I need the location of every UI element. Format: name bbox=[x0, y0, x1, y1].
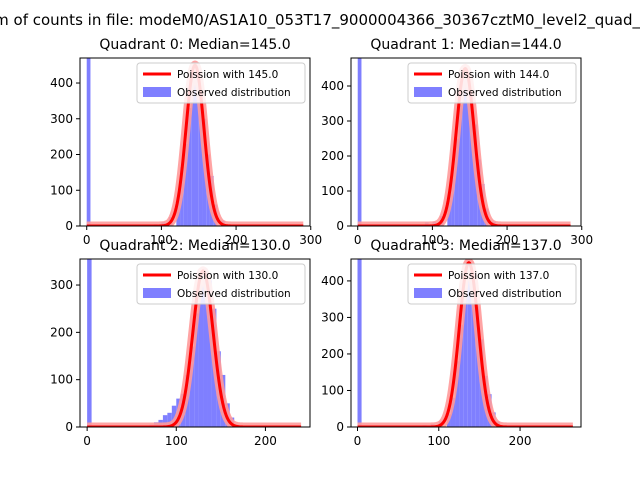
bar bbox=[469, 96, 474, 226]
x-tick-label: 200 bbox=[254, 434, 277, 448]
bar bbox=[189, 346, 195, 427]
y-tick-label: 300 bbox=[321, 310, 344, 324]
x-tick-label: 0 bbox=[354, 434, 362, 448]
bar bbox=[462, 79, 466, 226]
bar bbox=[198, 285, 204, 427]
bar bbox=[198, 93, 203, 226]
y-tick-label: 100 bbox=[321, 184, 344, 198]
y-tick-label: 0 bbox=[65, 219, 73, 233]
x-tick-label: 0 bbox=[354, 233, 362, 247]
legend-label-observed: Observed distribution bbox=[177, 87, 291, 99]
x-tick-label: 100 bbox=[427, 434, 450, 448]
legend-label-observed: Observed distribution bbox=[177, 288, 291, 300]
panel-0: Quadrant 0: Median=145.0 0 100 200 300 0 100 20… bbox=[50, 37, 322, 247]
legend-label-poisson: Poission with 130.0 bbox=[177, 270, 278, 282]
y-tick-label: 0 bbox=[336, 219, 344, 233]
y-tick-label: 300 bbox=[321, 114, 344, 128]
figure-suptitle: Histogram of counts in file: modeM0/AS1A… bbox=[0, 11, 640, 30]
panel-1: Quadrant 1: Median=144.0 0 100 200 300 0 100 20… bbox=[321, 37, 593, 247]
legend-label-observed: Observed distribution bbox=[448, 87, 562, 99]
x-tick-label: 0 bbox=[83, 233, 91, 247]
bar bbox=[191, 72, 195, 226]
panel-title: Quadrant 3: Median=137.0 bbox=[370, 238, 561, 254]
bar bbox=[467, 262, 472, 427]
y-tick-label: 100 bbox=[321, 383, 344, 397]
y-tick-label: 200 bbox=[50, 148, 73, 162]
panel-3: Quadrant 3: Median=137.0 0 100 200 0 100 200 30… bbox=[321, 238, 582, 448]
bar-zero-bin bbox=[87, 259, 92, 427]
x-tick-label: 300 bbox=[570, 233, 593, 247]
bar bbox=[463, 288, 468, 427]
bar bbox=[207, 280, 212, 427]
bar bbox=[167, 412, 172, 427]
legend-label-observed: Observed distribution bbox=[448, 288, 562, 300]
bar bbox=[455, 361, 460, 427]
legend-patch-swatch bbox=[143, 87, 171, 97]
x-tick-label: 0 bbox=[83, 434, 91, 448]
legend-label-poisson: Poission with 145.0 bbox=[177, 69, 278, 81]
legend: Poission with 130.0 Observed distribution bbox=[136, 263, 306, 305]
legend: Poission with 144.0 Observed distribution bbox=[407, 62, 577, 104]
panel-title: Quadrant 0: Median=145.0 bbox=[99, 37, 290, 53]
y-tick-label: 400 bbox=[321, 274, 344, 288]
bar bbox=[187, 108, 192, 226]
bar bbox=[203, 268, 208, 427]
y-tick-label: 300 bbox=[50, 278, 73, 292]
legend-patch-swatch bbox=[414, 87, 442, 97]
bar bbox=[475, 306, 480, 427]
legend-patch-swatch bbox=[414, 288, 442, 298]
x-tick-label: 200 bbox=[509, 434, 532, 448]
bar bbox=[450, 397, 456, 427]
panel-2: Quadrant 2: Median=130.0 0 100 200 0 100 200 30… bbox=[50, 238, 311, 448]
x-tick-label: 300 bbox=[299, 233, 322, 247]
bar bbox=[195, 66, 199, 226]
y-tick-label: 100 bbox=[50, 373, 73, 387]
legend-patch-swatch bbox=[143, 288, 171, 298]
poisson-line bbox=[86, 269, 302, 427]
legend-box bbox=[407, 263, 577, 305]
panels: Quadrant 0: Median=145.0 0 100 200 300 0 100 20… bbox=[50, 37, 593, 448]
bar bbox=[171, 405, 177, 427]
axes-frame bbox=[350, 57, 582, 227]
panel-title: Quadrant 1: Median=144.0 bbox=[370, 37, 561, 53]
x-tick-label: 100 bbox=[150, 233, 173, 247]
bar bbox=[458, 105, 463, 226]
y-tick-label: 0 bbox=[336, 420, 344, 434]
legend-box bbox=[407, 62, 577, 104]
axes-frame bbox=[79, 258, 311, 428]
x-tick-label: 100 bbox=[421, 233, 444, 247]
axes-frame bbox=[79, 57, 311, 227]
legend-label-poisson: Poission with 137.0 bbox=[448, 270, 549, 282]
y-tick-label: 400 bbox=[50, 76, 73, 90]
y-tick-label: 200 bbox=[321, 347, 344, 361]
bar bbox=[454, 138, 459, 226]
bar bbox=[183, 143, 188, 226]
bar bbox=[466, 72, 470, 226]
bar-zero-bin bbox=[86, 58, 91, 226]
legend-label-poisson: Poission with 144.0 bbox=[448, 69, 549, 81]
x-tick-label: 200 bbox=[496, 233, 519, 247]
y-tick-label: 300 bbox=[50, 112, 73, 126]
panel-title: Quadrant 2: Median=130.0 bbox=[99, 238, 290, 254]
bar bbox=[162, 415, 168, 427]
y-tick-label: 100 bbox=[50, 183, 73, 197]
bar bbox=[194, 313, 199, 427]
bar bbox=[471, 273, 476, 427]
legend-box bbox=[136, 263, 306, 305]
legend-box bbox=[136, 62, 306, 104]
legend: Poission with 137.0 Observed distribution bbox=[407, 263, 577, 305]
plot-area bbox=[83, 259, 305, 427]
y-tick-label: 200 bbox=[50, 325, 73, 339]
bar-zero-bin bbox=[357, 259, 362, 427]
x-tick-label: 100 bbox=[165, 434, 188, 448]
bar-zero-bin bbox=[357, 58, 362, 226]
y-tick-label: 400 bbox=[321, 79, 344, 93]
y-tick-label: 200 bbox=[321, 149, 344, 163]
legend: Poission with 145.0 Observed distribution bbox=[136, 62, 306, 104]
bar bbox=[459, 324, 464, 427]
x-tick-label: 200 bbox=[225, 233, 248, 247]
axes-frame bbox=[350, 258, 582, 428]
y-tick-label: 0 bbox=[65, 420, 73, 434]
